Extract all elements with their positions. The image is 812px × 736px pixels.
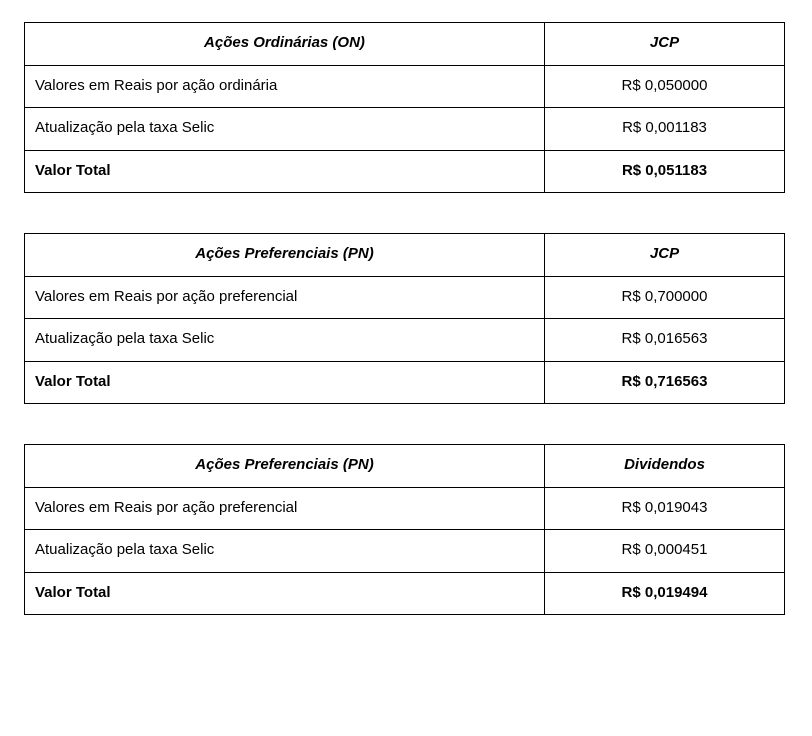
table-total-row: Valor Total R$ 0,019494: [25, 572, 785, 615]
total-value: R$ 0,019494: [545, 572, 785, 615]
row-label: Atualização pela taxa Selic: [25, 108, 545, 151]
total-label: Valor Total: [25, 572, 545, 615]
table-total-row: Valor Total R$ 0,051183: [25, 150, 785, 193]
table-row: Valores em Reais por ação preferencial R…: [25, 487, 785, 530]
total-label: Valor Total: [25, 361, 545, 404]
table-row: Atualização pela taxa Selic R$ 0,000451: [25, 530, 785, 573]
table-pn-dividendos: Ações Preferenciais (PN) Dividendos Valo…: [24, 444, 785, 615]
row-value: R$ 0,000451: [545, 530, 785, 573]
total-value: R$ 0,716563: [545, 361, 785, 404]
header-right: Dividendos: [545, 445, 785, 488]
total-label: Valor Total: [25, 150, 545, 193]
table-row: Valores em Reais por ação preferencial R…: [25, 276, 785, 319]
table-pn-jcp: Ações Preferenciais (PN) JCP Valores em …: [24, 233, 785, 404]
table-row: Atualização pela taxa Selic R$ 0,016563: [25, 319, 785, 362]
header-right: JCP: [545, 234, 785, 277]
header-right: JCP: [545, 23, 785, 66]
row-label: Valores em Reais por ação ordinária: [25, 65, 545, 108]
row-value: R$ 0,700000: [545, 276, 785, 319]
header-left: Ações Preferenciais (PN): [25, 445, 545, 488]
row-label: Valores em Reais por ação preferencial: [25, 276, 545, 319]
row-value: R$ 0,019043: [545, 487, 785, 530]
row-value: R$ 0,016563: [545, 319, 785, 362]
table-header-row: Ações Ordinárias (ON) JCP: [25, 23, 785, 66]
header-left: Ações Ordinárias (ON): [25, 23, 545, 66]
table-on-jcp: Ações Ordinárias (ON) JCP Valores em Rea…: [24, 22, 785, 193]
row-value: R$ 0,001183: [545, 108, 785, 151]
table-header-row: Ações Preferenciais (PN) JCP: [25, 234, 785, 277]
table-row: Valores em Reais por ação ordinária R$ 0…: [25, 65, 785, 108]
table-total-row: Valor Total R$ 0,716563: [25, 361, 785, 404]
header-left: Ações Preferenciais (PN): [25, 234, 545, 277]
row-label: Atualização pela taxa Selic: [25, 530, 545, 573]
row-label: Atualização pela taxa Selic: [25, 319, 545, 362]
total-value: R$ 0,051183: [545, 150, 785, 193]
row-label: Valores em Reais por ação preferencial: [25, 487, 545, 530]
table-row: Atualização pela taxa Selic R$ 0,001183: [25, 108, 785, 151]
table-header-row: Ações Preferenciais (PN) Dividendos: [25, 445, 785, 488]
row-value: R$ 0,050000: [545, 65, 785, 108]
